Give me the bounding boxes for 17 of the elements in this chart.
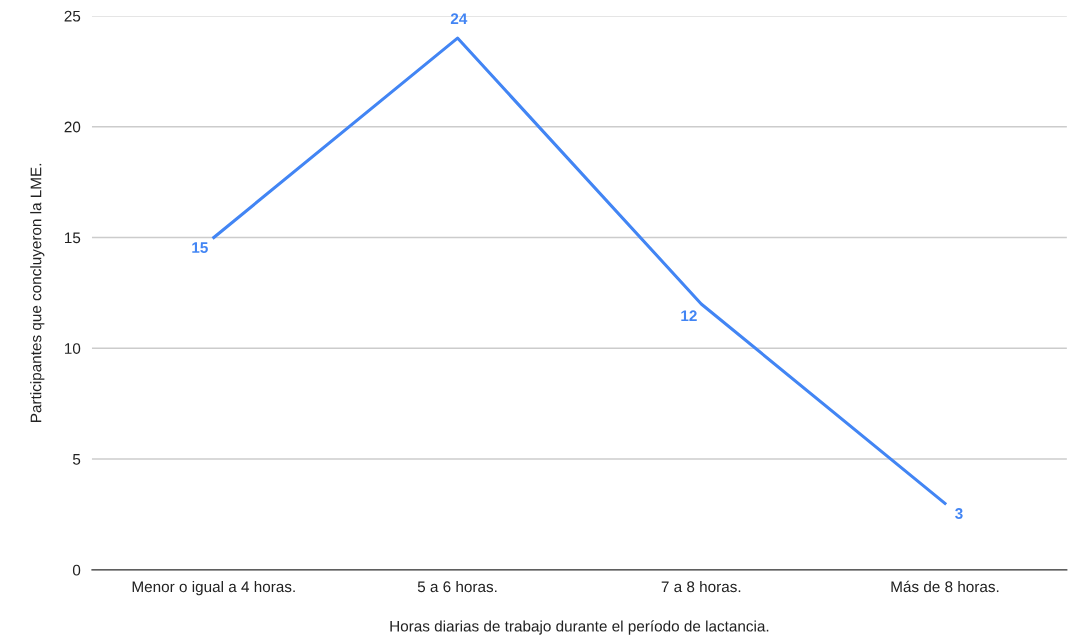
data-label: 15 xyxy=(192,242,208,254)
y-axis-title: Participantes que concluyeron la LME. xyxy=(30,163,45,422)
x-tick-label: Más de 8 horas. xyxy=(891,580,999,593)
data-label: 3 xyxy=(955,508,963,519)
x-tick-label: Menor o igual a 4 horas. xyxy=(132,580,295,596)
y-tick-label: 0 xyxy=(72,564,81,576)
line-series xyxy=(212,36,947,505)
y-tick-label: 5 xyxy=(72,454,81,465)
data-label: 24 xyxy=(450,13,468,24)
y-tick-label: 15 xyxy=(65,232,81,244)
data-label: 12 xyxy=(681,310,697,322)
y-tick-label: 10 xyxy=(65,343,81,354)
x-axis-title: Horas diarias de trabajo durante el período de lactancia. xyxy=(390,620,769,635)
x-tick-label: 5 a 6 horas. xyxy=(417,580,497,593)
x-tick-label: 7 a 8 horas. xyxy=(661,580,741,593)
y-tick-label: 25 xyxy=(64,10,81,22)
y-tick-label: 20 xyxy=(64,121,81,133)
